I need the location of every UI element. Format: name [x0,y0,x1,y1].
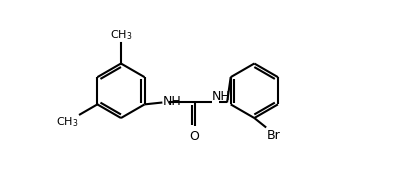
Text: NH: NH [163,95,182,108]
Text: Br: Br [267,129,281,142]
Text: CH$_3$: CH$_3$ [56,116,79,129]
Text: NH: NH [212,90,231,103]
Text: O: O [190,130,200,143]
Text: CH$_3$: CH$_3$ [110,28,132,42]
